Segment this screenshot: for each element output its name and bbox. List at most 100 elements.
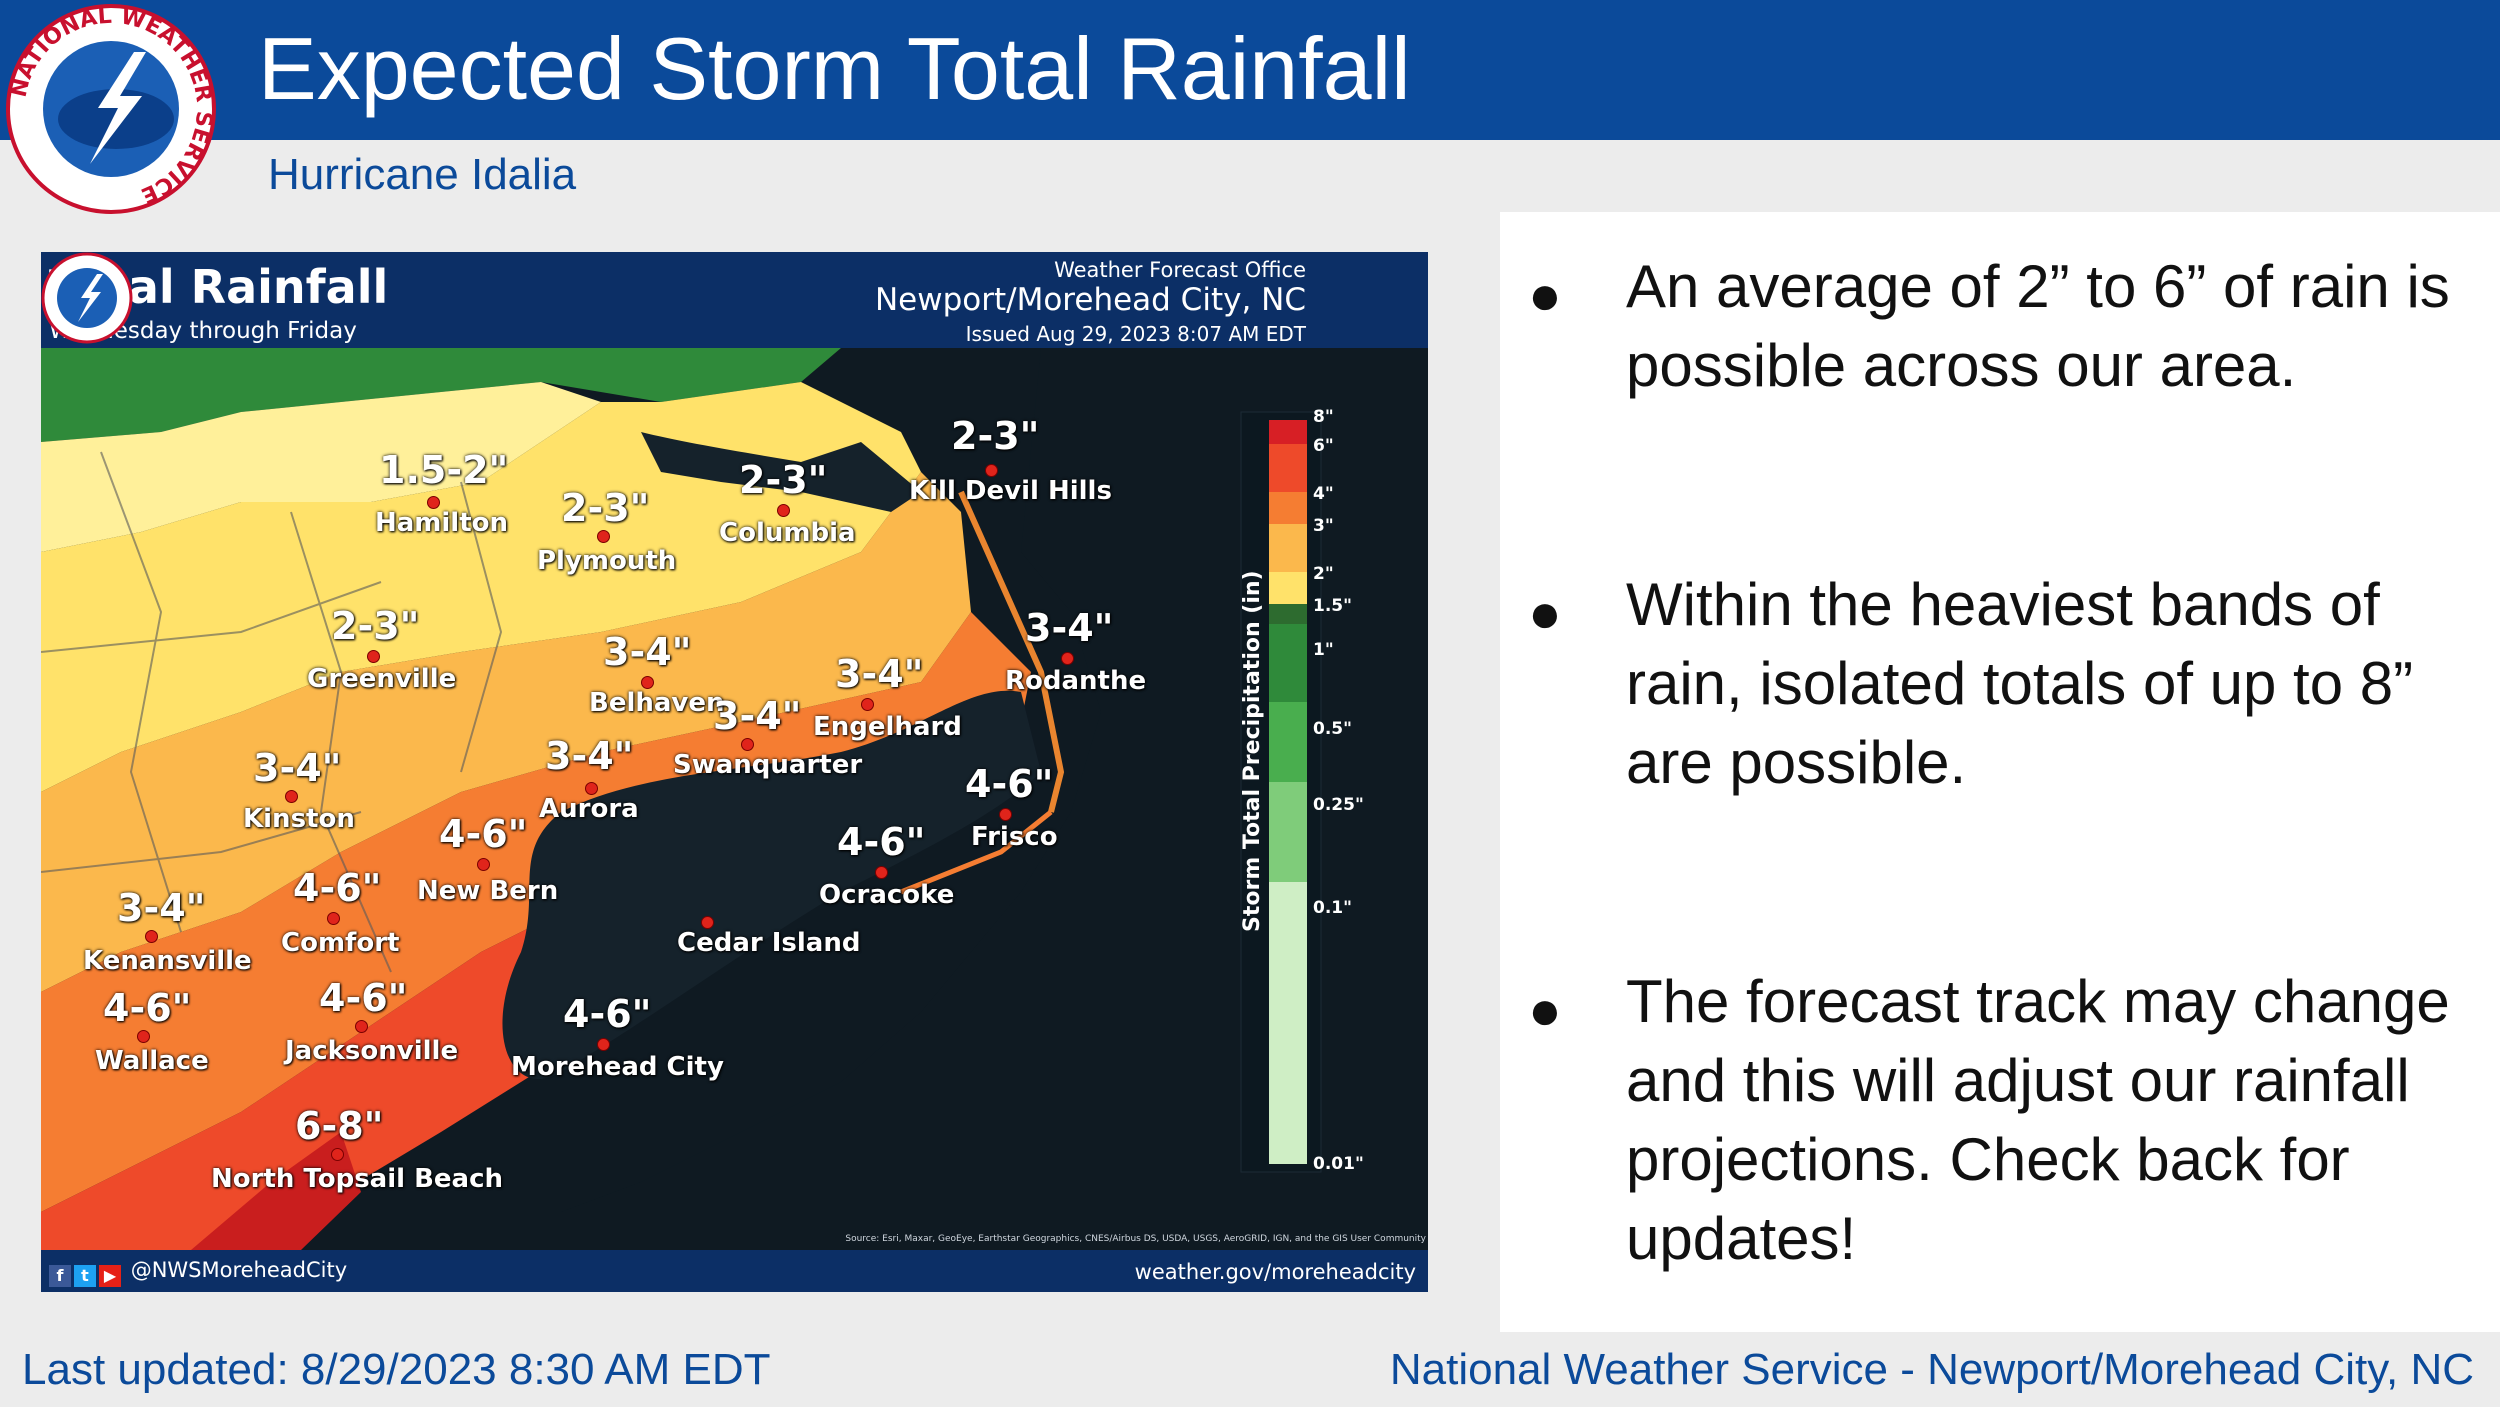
location-dot bbox=[999, 808, 1012, 821]
range-label: 4-6" bbox=[563, 992, 652, 1036]
location-dot bbox=[331, 1148, 344, 1161]
location-dot bbox=[741, 738, 754, 751]
city-label: Columbia bbox=[719, 518, 856, 548]
legend-label: 4" bbox=[1313, 484, 1334, 504]
location-dot bbox=[137, 1030, 150, 1043]
range-label: 4-6" bbox=[837, 820, 926, 864]
range-label: 4-6" bbox=[103, 986, 192, 1030]
location-dot bbox=[327, 912, 340, 925]
header-bar: Expected Storm Total Rainfall bbox=[0, 0, 2500, 140]
location-dot bbox=[477, 858, 490, 871]
city-label: Kinston bbox=[243, 804, 355, 834]
city-label: Ocracoke bbox=[819, 880, 955, 910]
city-label: Plymouth bbox=[537, 546, 677, 576]
office-label: Weather Forecast Office bbox=[1054, 258, 1306, 282]
social-handle-text: @NWSMoreheadCity bbox=[130, 1258, 348, 1282]
city-label: Comfort bbox=[281, 928, 400, 958]
city-label: Frisco bbox=[971, 822, 1058, 852]
legend-label: 0.25" bbox=[1313, 795, 1364, 815]
bullet-icon: ● bbox=[1528, 263, 1562, 326]
nws-logo-icon: NATIONAL WEATHER SERVICE bbox=[6, 4, 216, 214]
range-label: 2-3" bbox=[561, 486, 650, 530]
range-label: 3-4" bbox=[545, 734, 634, 778]
location-dot bbox=[285, 790, 298, 803]
location-dot bbox=[585, 782, 598, 795]
legend-label: 0.5" bbox=[1313, 719, 1352, 739]
range-label: 4-6" bbox=[319, 976, 408, 1020]
range-label: 3-4" bbox=[835, 652, 924, 696]
location-dot bbox=[777, 504, 790, 517]
range-label: 3-4" bbox=[117, 886, 206, 930]
city-label: Morehead City bbox=[511, 1052, 724, 1082]
city-label: Greenville bbox=[307, 664, 457, 694]
range-label: 2-3" bbox=[951, 414, 1040, 458]
map-source: Source: Esri, Maxar, GeoEye, Earthstar G… bbox=[845, 1234, 1426, 1244]
range-label: 3-4" bbox=[603, 630, 692, 674]
city-label: Wallace bbox=[95, 1046, 209, 1076]
legend-label: 1.5" bbox=[1313, 596, 1352, 616]
range-label: 3-4" bbox=[713, 694, 802, 738]
location-dot bbox=[367, 650, 380, 663]
legend-label: 6" bbox=[1313, 436, 1334, 456]
nws-small-logo-icon bbox=[41, 252, 133, 344]
location-dot bbox=[641, 676, 654, 689]
city-label: Kenansville bbox=[83, 946, 252, 976]
map-footer-banner bbox=[41, 1250, 1428, 1292]
city-label: Rodanthe bbox=[1005, 666, 1147, 696]
last-updated: Last updated: 8/29/2023 8:30 AM EDT bbox=[22, 1345, 771, 1394]
location-dot bbox=[597, 530, 610, 543]
range-label: 3-4" bbox=[253, 746, 342, 790]
facebook-icon: f bbox=[49, 1265, 71, 1287]
twitter-icon: t bbox=[74, 1265, 96, 1287]
location-dot bbox=[985, 464, 998, 477]
legend-title: Storm Total Precipitation (in) bbox=[1240, 570, 1265, 932]
issued-time: Issued Aug 29, 2023 8:07 AM EDT bbox=[965, 322, 1306, 346]
location-dot bbox=[701, 916, 714, 929]
range-label: 4-6" bbox=[965, 762, 1054, 806]
legend-label: 8" bbox=[1313, 407, 1334, 427]
location-dot bbox=[861, 698, 874, 711]
location-dot bbox=[1061, 652, 1074, 665]
page-subtitle: Hurricane Idalia bbox=[268, 150, 577, 199]
legend-label: 2" bbox=[1313, 564, 1334, 584]
range-label: 1.5-2" bbox=[379, 448, 509, 492]
range-label: 3-4" bbox=[1025, 606, 1114, 650]
location-dot bbox=[145, 930, 158, 943]
city-label: Engelhard bbox=[813, 712, 962, 742]
city-label: Jacksonville bbox=[285, 1036, 459, 1066]
legend-label: 0.01" bbox=[1313, 1154, 1364, 1174]
bullet-text: The forecast track may change and this w… bbox=[1626, 968, 2450, 1272]
office-city: Newport/Morehead City, NC bbox=[874, 282, 1306, 318]
city-label: Swanquarter bbox=[673, 750, 863, 780]
range-label: 4-6" bbox=[439, 812, 528, 856]
location-dot bbox=[597, 1038, 610, 1051]
footer-office: National Weather Service - Newport/Moreh… bbox=[1389, 1345, 2474, 1394]
city-label: New Bern bbox=[417, 876, 559, 906]
social-handle: f t ▶ @NWSMoreheadCity bbox=[49, 1258, 347, 1287]
location-dot bbox=[427, 496, 440, 509]
city-label: Aurora bbox=[539, 794, 639, 824]
bullets-panel bbox=[1500, 212, 2500, 1332]
legend-label: 3" bbox=[1313, 516, 1334, 536]
rainfall-map: Total Rainfall Wednesday through Friday … bbox=[41, 252, 1428, 1292]
bullet-text: Within the heaviest bands of rain, isola… bbox=[1626, 571, 2414, 796]
city-label: Kill Devil Hills bbox=[909, 476, 1112, 506]
map-graphic bbox=[41, 348, 1428, 1250]
city-label: Cedar Island bbox=[677, 928, 861, 958]
legend-label: 1" bbox=[1313, 640, 1334, 660]
youtube-icon: ▶ bbox=[99, 1265, 121, 1287]
city-label: North Topsail Beach bbox=[211, 1164, 504, 1194]
legend-label: 0.1" bbox=[1313, 898, 1352, 918]
range-label: 6-8" bbox=[295, 1104, 384, 1148]
city-label: Belhaven bbox=[589, 688, 725, 718]
bullet-icon: ● bbox=[1528, 581, 1562, 644]
map-banner: Total Rainfall Wednesday through Friday … bbox=[41, 252, 1428, 348]
range-label: 4-6" bbox=[293, 866, 382, 910]
map-website: weather.gov/moreheadcity bbox=[1134, 1260, 1416, 1284]
page-title: Expected Storm Total Rainfall bbox=[258, 19, 1411, 118]
range-label: 2-3" bbox=[739, 458, 828, 502]
bullet-text: An average of 2” to 6” of rain is possib… bbox=[1626, 253, 2450, 399]
location-dot bbox=[875, 866, 888, 879]
range-label: 2-3" bbox=[331, 604, 420, 648]
location-dot bbox=[355, 1020, 368, 1033]
